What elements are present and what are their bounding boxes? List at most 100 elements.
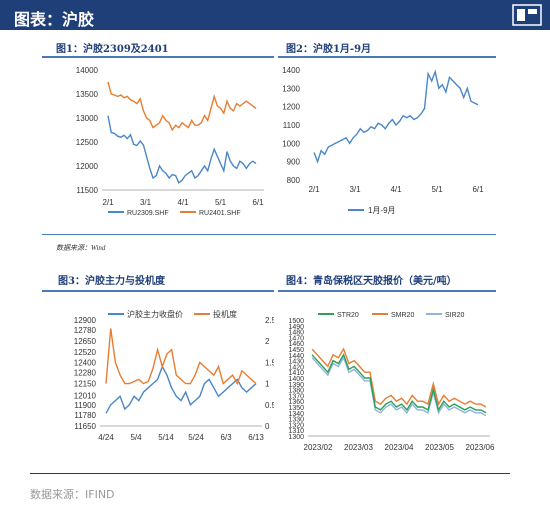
chart2-ytick: 1100 [283,121,301,130]
chart3-ytick-right: 0 [265,422,270,431]
chart1-ytick: 13500 [76,90,99,99]
chart4-ytick: 1330 [288,417,304,424]
chart2-xtick: 4/1 [390,185,402,194]
chart3-ytick-right: 2 [265,337,270,346]
chart3-xtick: 5/14 [158,433,174,442]
chart4-xtick: 2023/06 [466,443,495,452]
chart4-ytick: 1300 [288,434,304,441]
chart2: 800 900 1000 1100 1200 1300 1400 2/1 3/1 4/1 5/1 6/… [282,66,484,215]
chart3-series-2 [105,328,257,386]
chart4-xtick: 2023/02 [304,443,333,452]
chart1-xtick: 4/1 [177,198,189,207]
chart2-series-1 [313,69,479,164]
chart4-ytick: 1420 [288,364,304,371]
chart1-rule [42,56,274,58]
chart2-ytick: 1200 [282,103,300,112]
chart1-ytick: 14000 [76,66,99,75]
chart4-ytick: 1430 [288,359,304,366]
chart2-title: 图2：沪胶1月-9月 [286,44,372,55]
chart1-ytick: 12000 [76,162,99,171]
chart3-ytick-right: 0.5 [265,401,274,410]
chart4-ytick: 1460 [288,341,304,348]
chart4-ytick: 1310 [288,428,304,435]
chart1-ytick: 13000 [76,114,99,123]
chart3-ytick-left: 12520 [74,348,97,357]
chart2-ytick: 800 [287,176,301,185]
chart4-ytick: 1340 [288,411,304,418]
chart3-ytick-left: 12400 [74,358,97,367]
chart2-ytick: 1300 [282,84,300,93]
chart4-title: 图4：青岛保税区天胶报价（美元/吨） [286,276,457,287]
chart3-ytick-left: 12780 [74,326,97,335]
chart3-xtick: 4/24 [98,433,114,442]
chart4-series-STR20 [311,353,487,414]
chart1-series-2 [107,81,257,132]
chart3-legend-label: 沪胶主力收盘价 [127,309,183,319]
chart1-legend-label: RU2309.SHF [127,210,169,217]
chart4-ytick: 1380 [288,388,304,395]
chart1-ytick: 12500 [76,138,99,147]
chart4: 1300131013201330134013501360137013801390… [288,312,495,452]
chart4-ytick: 1410 [288,370,304,377]
chart1-xtick: 3/1 [140,198,152,207]
chart3-ytick-left: 12150 [74,380,97,389]
chart3-ytick-left: 11900 [74,401,96,410]
chart2-ytick: 900 [287,158,301,167]
divider [42,234,496,235]
chart4-ytick: 1440 [288,353,304,360]
chart3-ytick-right: 1 [265,380,270,389]
chart3-ytick-left: 11780 [74,411,96,420]
chart4-ytick: 1450 [288,347,304,354]
chart4-ytick: 1350 [288,405,304,412]
chart4-ytick: 1470 [288,335,304,342]
chart3-ytick-left: 12650 [74,337,97,346]
chart4-ytick: 1480 [288,330,304,337]
chart4-ytick: 1400 [288,376,304,383]
chart2-xtick: 6/1 [472,185,484,194]
chart2-ytick: 1400 [282,66,300,75]
chart1-ytick: 11500 [76,186,98,195]
chart3-xtick: 6/13 [248,433,264,442]
chart1-xtick: 2/1 [102,198,114,207]
chart2-legend-label: 1月-9月 [368,206,396,215]
chart2-xtick: 2/1 [308,185,320,194]
header-bar: 图表：沪胶 [0,0,550,30]
chart2-rule [278,56,496,58]
chart1-xtick: 6/1 [252,198,264,207]
chart2-ytick: 1000 [282,139,300,148]
chart3-ytick-left: 11650 [74,422,96,431]
chart1-legend-label: RU2401.SHF [199,210,241,217]
chart4-xtick: 2023/05 [425,443,454,452]
source-note: 数据来源：Wind [56,244,106,252]
chart2-xtick: 3/1 [349,185,361,194]
chart3-xtick: 5/4 [130,433,142,442]
chart4-series-SMR20 [311,347,487,408]
chart3-series-1 [105,364,257,414]
chart4-ytick: 1490 [288,324,304,331]
footer-rule [30,473,510,474]
chart1-title: 图1：沪胶2309及2401 [56,44,169,55]
chart3-legend-label: 投机度 [213,309,237,319]
chart4-rule [278,290,496,292]
logo-icon [512,4,542,26]
chart4-ytick: 1390 [288,382,304,389]
chart4-ytick: 1370 [288,393,304,400]
chart2-xtick: 5/1 [431,185,443,194]
chart3-xtick: 6/3 [220,433,232,442]
chart3-xtick: 5/24 [188,433,204,442]
footer-source: 数据来源：IFIND [30,488,115,501]
chart4-legend-label: STR20 [337,312,359,319]
chart4-ytick: 1360 [288,399,304,406]
chart3-rule [42,290,274,292]
chart3-ytick-right: 1.5 [265,358,274,367]
chart4-xtick: 2023/03 [344,443,373,452]
chart4-ytick: 1500 [288,318,304,325]
chart3-ytick-right: 2.5 [265,316,274,325]
chart3-ytick-left: 12010 [74,391,97,400]
chart4-xtick: 2023/04 [385,443,414,452]
chart3-ytick-left: 12280 [74,369,97,378]
chart4-ytick: 1320 [288,422,304,429]
chart3-ytick-left: 12900 [74,316,97,325]
chart1-series-1 [107,115,257,184]
